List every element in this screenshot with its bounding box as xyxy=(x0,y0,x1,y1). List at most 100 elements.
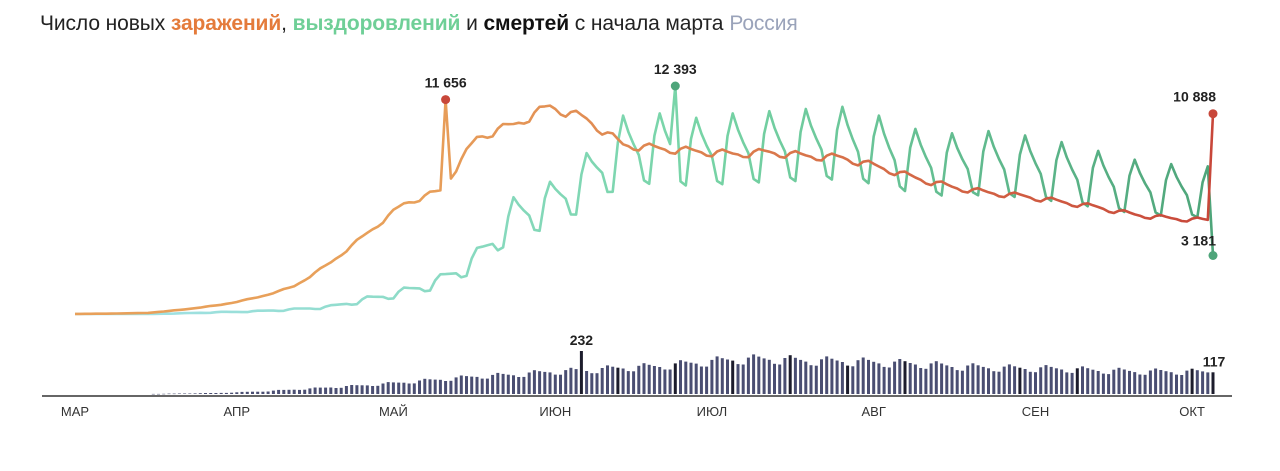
death-bar xyxy=(1070,372,1074,394)
death-bar xyxy=(548,372,552,394)
death-bar xyxy=(788,355,792,394)
death-bar xyxy=(292,389,296,394)
recoveries-point xyxy=(1208,251,1218,260)
death-bar xyxy=(840,362,844,394)
death-bar xyxy=(350,385,354,394)
death-bar xyxy=(177,393,181,394)
death-bar xyxy=(673,363,677,394)
death-bar xyxy=(251,391,254,394)
death-bar xyxy=(1175,374,1178,394)
death-bar xyxy=(344,386,348,394)
death-bar xyxy=(908,363,912,394)
death-bar xyxy=(778,364,782,394)
death-bar xyxy=(762,358,766,394)
death-bar xyxy=(856,360,860,394)
death-bar xyxy=(757,356,761,394)
death-bar xyxy=(767,359,771,394)
death-bar xyxy=(496,372,500,394)
death-bar xyxy=(726,359,729,394)
death-bar xyxy=(188,393,192,394)
death-bar xyxy=(1190,368,1194,394)
death-bar xyxy=(287,389,291,394)
death-bar xyxy=(1091,369,1095,394)
death-bar xyxy=(538,371,542,394)
death-bar xyxy=(846,365,850,394)
death-bar xyxy=(867,359,870,394)
x-tick-label: АПР xyxy=(224,404,251,419)
death-bar xyxy=(945,365,949,394)
death-bar xyxy=(1034,372,1037,394)
death-bar xyxy=(1206,372,1210,394)
death-bar xyxy=(950,367,954,394)
death-bar xyxy=(298,389,301,394)
death-bar xyxy=(971,363,975,394)
death-bar xyxy=(1060,369,1064,394)
death-bar xyxy=(559,374,562,394)
death-bar xyxy=(480,378,484,394)
death-bar xyxy=(804,361,808,394)
deaths-bars xyxy=(151,351,1215,395)
death-bar xyxy=(1039,367,1043,394)
title-prefix: Число новых xyxy=(40,12,171,35)
death-bar xyxy=(940,363,944,394)
death-bar xyxy=(809,365,813,394)
death-bar xyxy=(720,358,724,394)
infections-value-label: 10 888 xyxy=(1173,89,1216,105)
x-tick-label: СЕН xyxy=(1022,404,1049,419)
death-bar xyxy=(402,382,406,394)
x-tick-label: АВГ xyxy=(862,404,886,419)
death-bar xyxy=(444,381,448,394)
death-bar xyxy=(433,379,437,394)
death-bar xyxy=(324,387,328,394)
death-bar xyxy=(491,374,495,394)
death-bar xyxy=(1028,371,1032,394)
death-bar xyxy=(590,373,594,394)
death-bar xyxy=(407,383,411,394)
death-bar xyxy=(652,366,656,394)
death-bar xyxy=(919,368,923,394)
death-bar xyxy=(741,364,745,394)
title-sep1: , xyxy=(281,12,293,35)
death-bar xyxy=(282,389,286,394)
death-bar xyxy=(981,366,985,394)
death-bar xyxy=(501,373,505,394)
death-bar xyxy=(459,375,463,394)
death-bar xyxy=(449,380,453,394)
title-region: Россия xyxy=(729,12,798,35)
death-bar xyxy=(193,393,197,394)
death-bar xyxy=(924,368,928,394)
death-bar xyxy=(157,393,160,395)
death-bar xyxy=(428,379,432,394)
death-bar xyxy=(773,363,776,394)
death-bar xyxy=(689,362,693,394)
death-bar xyxy=(308,388,312,394)
death-bar xyxy=(585,371,589,394)
death-bar xyxy=(517,377,521,394)
death-bar xyxy=(235,392,239,394)
death-bar xyxy=(412,383,416,394)
recoveries-value-label: 12 393 xyxy=(654,61,697,77)
death-bar xyxy=(313,387,317,394)
death-bar xyxy=(736,364,740,394)
death-bar xyxy=(397,382,401,394)
death-bar xyxy=(1148,370,1152,394)
death-bar xyxy=(1065,372,1069,394)
death-bar xyxy=(731,360,735,394)
death-bar xyxy=(642,363,646,394)
death-bar xyxy=(872,361,876,394)
infections-point xyxy=(441,95,451,105)
death-bar xyxy=(814,365,818,394)
death-bar xyxy=(204,393,207,394)
death-bar xyxy=(679,360,682,394)
death-bar xyxy=(522,376,526,394)
death-bar xyxy=(386,382,390,394)
death-bar xyxy=(277,389,281,394)
death-bar xyxy=(240,391,244,394)
death-bar xyxy=(710,359,714,394)
death-bar xyxy=(746,357,750,394)
death-bar xyxy=(913,364,917,394)
death-bar xyxy=(376,385,380,394)
death-bar xyxy=(574,369,578,394)
death-bar xyxy=(793,357,797,394)
